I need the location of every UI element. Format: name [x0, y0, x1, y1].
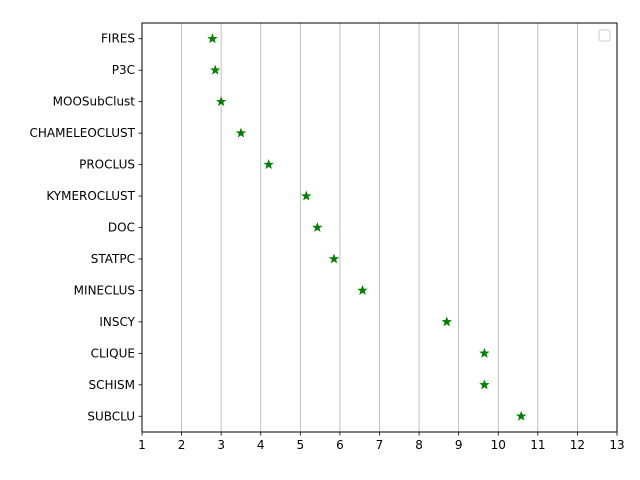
y-axis: FIRES P3C MOOSubClust CHAMELEOCLUST PROCLUS K… [30, 32, 142, 423]
data-point [263, 159, 274, 170]
x-tick-label: 1 [138, 438, 146, 452]
y-tick-label: SCHISM [88, 378, 135, 392]
x-tick-label: 6 [336, 438, 344, 452]
legend [598, 29, 611, 42]
x-tick-label: 5 [297, 438, 305, 452]
data-point [441, 316, 453, 327]
y-tick-label: KYMEROCLUST [46, 189, 135, 203]
y-tick-label: MOOSubClust [53, 95, 136, 109]
data-point [215, 96, 227, 107]
x-tick-label: 3 [217, 438, 225, 452]
y-tick-label: STATPC [91, 252, 135, 266]
data-point [235, 127, 247, 138]
x-tick-label: 8 [415, 438, 423, 452]
y-tick-label: PROCLUS [79, 158, 135, 172]
gridlines [181, 23, 578, 432]
x-tick-label: 10 [491, 438, 506, 452]
data-point [301, 190, 312, 201]
x-tick-label: 11 [530, 438, 545, 452]
data-point [515, 410, 527, 421]
data-point [328, 253, 340, 264]
x-tick-label: 9 [455, 438, 463, 452]
y-tick-label: DOC [108, 221, 135, 235]
y-tick-label: P3C [112, 63, 135, 77]
data-point [357, 284, 368, 295]
data-point [479, 347, 490, 358]
y-tick-label: SUBCLU [87, 409, 135, 423]
series-points [207, 33, 527, 421]
x-tick-label: 12 [570, 438, 585, 452]
y-tick-label: INSCY [99, 315, 135, 329]
y-tick-label: FIRES [101, 32, 135, 46]
x-tick-label: 13 [609, 438, 624, 452]
y-tick-label: MINECLUS [74, 283, 135, 297]
data-point [207, 33, 218, 44]
y-tick-label: CHAMELEOCLUST [30, 126, 136, 140]
x-tick-label: 7 [376, 438, 384, 452]
data-point [479, 379, 490, 390]
data-point [312, 222, 323, 232]
y-tick-label: CLIQUE [91, 346, 135, 360]
data-point [210, 64, 221, 75]
x-tick-label: 2 [178, 438, 186, 452]
x-tick-label: 4 [257, 438, 265, 452]
x-axis: 1 2 3 4 5 6 7 8 9 10 11 12 13 [138, 432, 625, 452]
